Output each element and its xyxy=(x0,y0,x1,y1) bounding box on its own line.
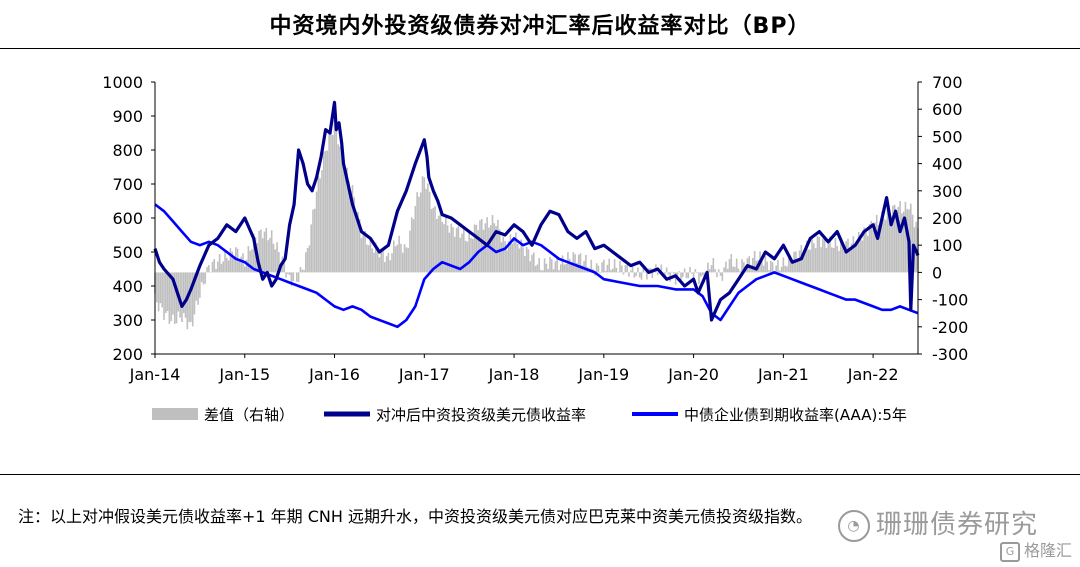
x-tick-label: Jan-18 xyxy=(488,365,540,384)
y-right-tick-label: -100 xyxy=(932,291,968,310)
y-right-tick-label: -300 xyxy=(932,345,968,364)
series-line-1 xyxy=(153,100,920,322)
title-rule xyxy=(0,48,1080,49)
x-tick-label: Jan-21 xyxy=(757,365,809,384)
legend: 差值（右轴） 对冲后中资投资级美元债收益率 中债企业债到期收益率(AAA):5年 xyxy=(152,406,907,424)
y-left-tick-label: 900 xyxy=(112,107,143,126)
y-right-tick-label: 100 xyxy=(932,236,963,255)
chart-title: 中资境内外投资级债券对冲汇率后收益率对比（BP） xyxy=(269,14,811,39)
y-left-tick-label: 1000 xyxy=(102,73,143,92)
y-right-tick-label: -200 xyxy=(932,318,968,337)
watermark-secondary: G 格隆汇 xyxy=(1000,537,1072,562)
y-right-tick-label: 600 xyxy=(932,100,963,119)
series-line-layer xyxy=(153,100,920,329)
legend-label-0: 差值（右轴） xyxy=(204,406,294,424)
x-tick-label: Jan-14 xyxy=(129,365,181,384)
y-right-tick-label: 700 xyxy=(932,73,963,92)
chart: 1000900800700600500400300200700600500400… xyxy=(102,73,968,424)
wechat-icon: ◔ xyxy=(838,509,870,542)
y-right-tick-label: 500 xyxy=(932,127,963,146)
note-rule xyxy=(0,474,1080,475)
y-left-tick-label: 600 xyxy=(112,209,143,228)
watermark-secondary-text: 格隆汇 xyxy=(1024,541,1073,560)
watermark: ◔ 珊珊债券研究 xyxy=(838,504,1038,542)
difference-area-layer xyxy=(154,120,919,330)
x-tick-label: Jan-16 xyxy=(308,365,360,384)
legend-label-2: 中债企业债到期收益率(AAA):5年 xyxy=(684,406,907,424)
axes-layer: 1000900800700600500400300200700600500400… xyxy=(102,73,968,384)
x-tick-label: Jan-20 xyxy=(667,365,719,384)
footnote: 注：以上对冲假设美元债收益率+1 年期 CNH 远期升水，中资投资级美元债对应巴… xyxy=(18,507,813,526)
y-left-tick-label: 200 xyxy=(112,345,143,364)
x-tick-label: Jan-17 xyxy=(398,365,450,384)
gelonghui-icon: G xyxy=(1000,541,1020,562)
legend-label-1: 对冲后中资投资级美元债收益率 xyxy=(376,406,586,424)
x-tick-label: Jan-19 xyxy=(577,365,629,384)
y-left-tick-label: 700 xyxy=(112,175,143,194)
series-line-2 xyxy=(154,203,919,329)
x-tick-label: Jan-22 xyxy=(847,365,899,384)
y-left-tick-label: 800 xyxy=(112,141,143,160)
y-left-tick-label: 500 xyxy=(112,243,143,262)
y-left-tick-label: 300 xyxy=(112,311,143,330)
x-tick-label: Jan-15 xyxy=(218,365,270,384)
y-right-tick-label: 400 xyxy=(932,155,963,174)
legend-swatch-difference xyxy=(152,408,198,420)
watermark-text: 珊珊债券研究 xyxy=(876,510,1039,540)
y-right-tick-label: 0 xyxy=(932,263,942,282)
y-right-tick-label: 200 xyxy=(932,209,963,228)
y-right-tick-label: 300 xyxy=(932,182,963,201)
y-left-tick-label: 400 xyxy=(112,277,143,296)
